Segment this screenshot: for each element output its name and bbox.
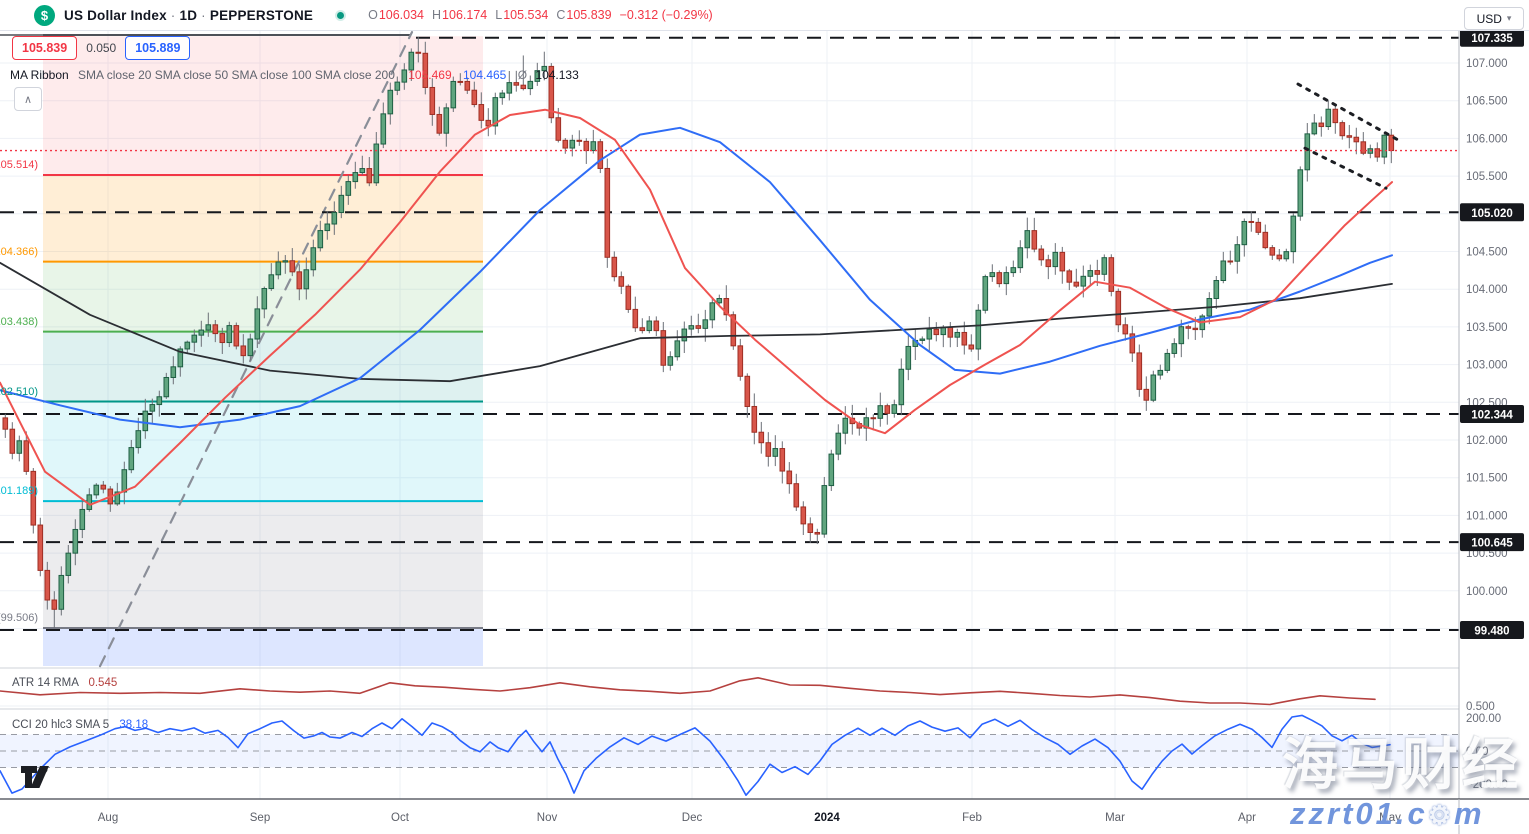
ma-line-sma20 [0, 108, 1393, 506]
price-axis-labels: 107.000 106.500 106.000 105.500 104.500 104.0… [1458, 28, 1529, 834]
chevron-up-icon: ∧ [23, 93, 33, 106]
symbol-button[interactable]: US Dollar Index · 1D · PEPPERSTONE [64, 7, 314, 23]
svg-text:Oct: Oct [391, 812, 410, 824]
svg-text:2024: 2024 [814, 812, 840, 824]
svg-text:−200.00: −200.00 [1466, 779, 1508, 791]
fib-level-label: 0.382(104.366) [0, 245, 38, 258]
svg-text:106.000: 106.000 [1466, 133, 1508, 145]
buy-button[interactable]: 105.889 [125, 36, 191, 60]
grid [0, 30, 1459, 799]
cci-value: 38.18 [119, 719, 149, 731]
svg-text:105.500: 105.500 [1466, 171, 1508, 183]
svg-text:103.000: 103.000 [1466, 360, 1508, 372]
market-status-icon [337, 11, 345, 19]
sma200-value: 104.133 [535, 68, 579, 82]
svg-text:May: May [1379, 812, 1401, 824]
fib-level-label: 0.236(105.514) [0, 159, 38, 172]
cci-pane [0, 714, 1459, 796]
atr-value: 0.545 [88, 677, 118, 689]
svg-text:102.000: 102.000 [1466, 435, 1508, 447]
svg-text:101.500: 101.500 [1466, 473, 1508, 485]
exchange-name: PEPPERSTONE [209, 7, 314, 23]
close-label: C [556, 8, 566, 22]
sma100-value: 104.465 [462, 68, 507, 82]
fib-level-label: 0.5(103.438) [0, 315, 38, 328]
svg-text:107.000: 107.000 [1466, 58, 1508, 70]
interval[interactable]: 1D [179, 7, 198, 23]
price-axis[interactable] [1459, 30, 1529, 799]
change-value: −0.312 (−0.29%) [619, 8, 713, 22]
high-label: H [432, 8, 442, 22]
atr-legend[interactable]: ATR 14 RMA 0.545 [12, 677, 117, 689]
svg-text:104.000: 104.000 [1466, 284, 1508, 296]
svg-text:100.000: 100.000 [1466, 586, 1508, 598]
currency-selector[interactable]: USD ▾ [1464, 7, 1524, 30]
svg-text:Sep: Sep [250, 812, 270, 824]
svg-text:Apr: Apr [1238, 812, 1256, 824]
ma-line-sma200 [0, 261, 1393, 383]
open-value: 106.034 [378, 8, 425, 22]
chevron-down-icon: ▾ [1506, 13, 1512, 23]
svg-text:Mar: Mar [1105, 812, 1125, 824]
time-axis-labels: Aug Sep Oct Nov Dec 2024 Feb Mar Apr May [0, 798, 1529, 834]
toolbar: $ US Dollar Index · 1D · PEPPERSTONE O 106.03… [0, 0, 1529, 31]
high-value: 106.174 [442, 8, 488, 22]
svg-text:Dec: Dec [682, 812, 703, 824]
pattern-dotted-line[interactable] [1296, 82, 1400, 142]
cci-label: CCI 20 hlc3 SMA 5 [12, 719, 110, 731]
pattern-dotted-line[interactable] [1303, 146, 1388, 190]
sma20-value: 105.469 [408, 68, 452, 82]
fib-level-label: 0.786(101.189) [0, 485, 38, 498]
svg-text:0.00: 0.00 [1466, 746, 1488, 758]
svg-text:106.500: 106.500 [1466, 96, 1508, 108]
low-value: 105.534 [503, 8, 549, 22]
indicator-params: SMA close 20 SMA close 50 SMA close 100 … [78, 68, 395, 82]
tradingview-logo[interactable] [20, 765, 56, 794]
price-levels[interactable] [0, 36, 1459, 632]
atr-line [0, 677, 1376, 706]
svg-text:102.344: 102.344 [1471, 410, 1513, 422]
svg-text:Aug: Aug [98, 812, 118, 824]
trendline[interactable] [98, 31, 414, 668]
broker-logo-icon: $ [34, 4, 55, 26]
atr-label: ATR 14 RMA [12, 677, 79, 689]
svg-text:200.00: 200.00 [1466, 713, 1501, 725]
fib-zones [0, 34, 483, 666]
low-label: L [495, 8, 503, 22]
average-symbol: Ø [517, 68, 528, 82]
open-label: O [368, 8, 378, 22]
svg-text:105.020: 105.020 [1471, 208, 1513, 220]
svg-text:107.335: 107.335 [1471, 33, 1513, 45]
ohlc-readout: O 106.034 H 106.174 L 105.534 C 105.839 −0.3… [360, 8, 713, 22]
tradingview-logo-icon [21, 766, 49, 788]
time-axis[interactable] [0, 799, 1459, 834]
svg-text:0.500: 0.500 [1466, 701, 1495, 713]
order-panel: 105.839 0.050 105.889 [12, 36, 191, 60]
cci-legend[interactable]: CCI 20 hlc3 SMA 5 38.18 [12, 719, 148, 731]
collapse-legend-button[interactable]: ∧ [14, 87, 42, 111]
currency-label: USD [1476, 11, 1502, 26]
spread-value: 0.050 [86, 41, 117, 55]
svg-text:Feb: Feb [962, 812, 982, 824]
brand-watermark: 海马财经 [1282, 733, 1522, 796]
indicator-name: MA Ribbon [10, 68, 69, 82]
svg-text:104.500: 104.500 [1466, 247, 1508, 259]
symbol-name: US Dollar Index [64, 7, 167, 23]
svg-text:Nov: Nov [537, 812, 558, 824]
svg-text:99.480: 99.480 [1474, 626, 1509, 638]
ma-line-sma50 [0, 126, 1393, 429]
svg-text:100.645: 100.645 [1471, 538, 1513, 550]
ma-ribbon-legend[interactable]: MA Ribbon SMA close 20 SMA close 50 SMA … [10, 68, 579, 82]
gear-icon: ⚙ [1427, 800, 1455, 830]
fib-level-label: 1(99.506) [0, 612, 38, 625]
sell-button[interactable]: 105.839 [12, 36, 78, 60]
site-watermark: zzrt01.c⚙m [1290, 796, 1485, 831]
svg-text:103.500: 103.500 [1466, 322, 1508, 334]
fib-level-label: 0.618(102.510) [0, 385, 38, 398]
close-value: 105.839 [566, 8, 612, 22]
svg-text:101.000: 101.000 [1466, 510, 1508, 522]
